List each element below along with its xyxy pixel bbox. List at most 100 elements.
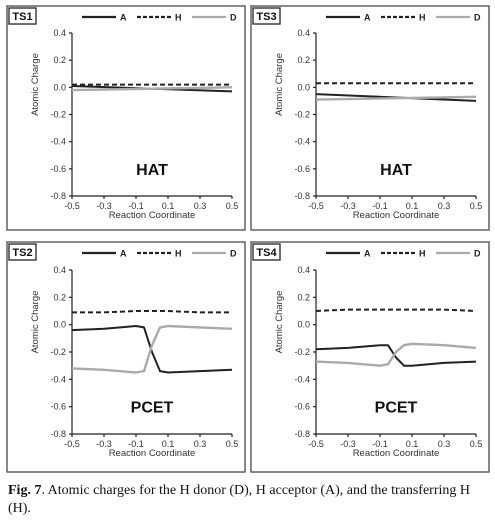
panel-frame bbox=[250, 241, 490, 473]
x-tick-label: -0.5 bbox=[64, 201, 80, 211]
panel-tag: TS3 bbox=[256, 11, 276, 23]
series-line-h bbox=[315, 308, 477, 312]
panel-tag-box bbox=[8, 7, 37, 25]
panel-tag-box bbox=[252, 7, 281, 25]
series-line-d bbox=[315, 342, 477, 367]
x-axis-label: Reaction Coordinate bbox=[353, 448, 440, 459]
x-tick-label: -0.5 bbox=[308, 439, 324, 449]
x-tick-label: 0.3 bbox=[438, 201, 451, 211]
mechanism-label: PCET bbox=[131, 400, 174, 417]
y-tick-label: 0.0 bbox=[53, 320, 66, 330]
y-tick-label: 0.0 bbox=[53, 82, 66, 92]
x-tick-label: 0.1 bbox=[406, 201, 419, 211]
y-tick-label: 0.0 bbox=[297, 82, 310, 92]
y-tick-label: -0.6 bbox=[50, 402, 66, 412]
panel-tag: TS4 bbox=[256, 247, 277, 259]
legend-label-d: D bbox=[474, 249, 481, 259]
x-tick-label: 0.1 bbox=[162, 201, 175, 211]
x-tick-label: -0.3 bbox=[96, 201, 112, 211]
y-tick-label: -0.8 bbox=[294, 191, 310, 201]
legend-label-h: H bbox=[175, 249, 182, 259]
caption-text: . Atomic charges for the H donor (D), H … bbox=[8, 483, 470, 516]
y-tick-label: -0.2 bbox=[50, 347, 66, 357]
mechanism-label: HAT bbox=[380, 162, 412, 179]
y-tick-label: 0.2 bbox=[53, 55, 66, 65]
y-tick-label: -0.8 bbox=[50, 191, 66, 201]
y-axis-label: Atomic Charge bbox=[274, 53, 285, 116]
chart-panel-ts3: TS3 0.4 0.2 0.0 -0.2 -0.4 -0.6 -0.8-0.5 -0.3 -0.1… bbox=[250, 5, 490, 231]
x-tick-label: -0.3 bbox=[96, 439, 112, 449]
y-axis-label: Atomic Charge bbox=[30, 53, 41, 116]
x-tick-label: -0.3 bbox=[340, 201, 356, 211]
y-tick-label: -0.2 bbox=[294, 110, 310, 120]
x-tick-label: -0.1 bbox=[128, 439, 144, 449]
x-tick-label: -0.5 bbox=[308, 201, 324, 211]
y-tick-label: -0.4 bbox=[50, 374, 66, 384]
y-axis-label: Atomic Charge bbox=[30, 291, 41, 354]
legend-label-a: A bbox=[364, 249, 371, 259]
y-tick-label: 0.4 bbox=[53, 28, 66, 38]
series-line-d bbox=[71, 324, 233, 374]
x-tick-label: 0.5 bbox=[226, 201, 239, 211]
y-tick-label: -0.4 bbox=[294, 137, 310, 147]
x-tick-label: 0.1 bbox=[162, 439, 175, 449]
y-tick-label: 0.0 bbox=[297, 320, 310, 330]
x-tick-label: 0.5 bbox=[470, 201, 483, 211]
chart-panel-ts2: TS2 0.4 0.2 0.0 -0.2 -0.4 -0.6 -0.8-0.5 -0.3 -0.1… bbox=[6, 241, 246, 473]
panel-frame bbox=[6, 241, 246, 473]
panel-tag-box bbox=[252, 243, 281, 261]
y-tick-label: -0.6 bbox=[294, 164, 310, 174]
panel-frame bbox=[250, 5, 490, 231]
panel-frame bbox=[6, 5, 246, 231]
y-tick-label: -0.2 bbox=[294, 347, 310, 357]
figure-caption: Fig. 7. Atomic charges for the H donor (… bbox=[8, 482, 490, 518]
series-line-h bbox=[72, 310, 232, 314]
legend-label-h: H bbox=[419, 249, 426, 259]
y-tick-label: 0.2 bbox=[297, 55, 310, 65]
legend-label-a: A bbox=[364, 13, 371, 23]
y-tick-label: -0.4 bbox=[294, 374, 310, 384]
x-tick-label: 0.3 bbox=[194, 439, 207, 449]
x-axis-label: Reaction Coordinate bbox=[109, 448, 196, 459]
x-tick-label: -0.1 bbox=[372, 439, 388, 449]
y-tick-label: -0.6 bbox=[294, 402, 310, 412]
x-tick-label: 0.1 bbox=[406, 439, 419, 449]
x-tick-label: -0.3 bbox=[340, 439, 356, 449]
mechanism-label: PCET bbox=[375, 400, 418, 417]
x-axis-label: Reaction Coordinate bbox=[353, 210, 440, 221]
legend-label-a: A bbox=[120, 249, 127, 259]
y-tick-label: 0.4 bbox=[297, 265, 310, 275]
y-tick-label: -0.4 bbox=[50, 137, 66, 147]
y-axis-label: Atomic Charge bbox=[274, 291, 285, 354]
series-line-a bbox=[71, 325, 233, 374]
x-tick-label: 0.3 bbox=[438, 439, 451, 449]
x-tick-label: -0.5 bbox=[64, 439, 80, 449]
series-line-d bbox=[71, 86, 233, 92]
legend-label-h: H bbox=[175, 13, 182, 23]
series-line-d bbox=[315, 95, 477, 101]
x-tick-label: 0.3 bbox=[194, 201, 207, 211]
legend-label-a: A bbox=[120, 13, 127, 23]
y-tick-label: -0.8 bbox=[294, 429, 310, 439]
caption-label: Fig. 7 bbox=[8, 483, 42, 498]
panel-tag-box bbox=[8, 243, 37, 261]
series-line-a bbox=[315, 344, 477, 367]
y-tick-label: -0.2 bbox=[50, 110, 66, 120]
chart-panel-ts1: TS1 0.4 0.2 0.0 -0.2 -0.4 -0.6 -0.8-0.5 -0.3 -0.1… bbox=[6, 5, 246, 231]
legend-label-d: D bbox=[230, 249, 237, 259]
x-tick-label: 0.5 bbox=[226, 439, 239, 449]
legend-label-h: H bbox=[419, 13, 426, 23]
y-tick-label: 0.4 bbox=[297, 28, 310, 38]
panel-tag: TS1 bbox=[12, 11, 32, 23]
legend-label-d: D bbox=[230, 13, 237, 23]
y-tick-label: -0.6 bbox=[50, 164, 66, 174]
y-tick-label: -0.8 bbox=[50, 429, 66, 439]
y-tick-label: 0.2 bbox=[53, 292, 66, 302]
x-tick-label: -0.1 bbox=[372, 201, 388, 211]
panel-tag: TS2 bbox=[12, 247, 32, 259]
mechanism-label: HAT bbox=[136, 162, 168, 179]
x-axis-label: Reaction Coordinate bbox=[109, 210, 196, 221]
y-tick-label: 0.4 bbox=[53, 265, 66, 275]
y-tick-label: 0.2 bbox=[297, 292, 310, 302]
